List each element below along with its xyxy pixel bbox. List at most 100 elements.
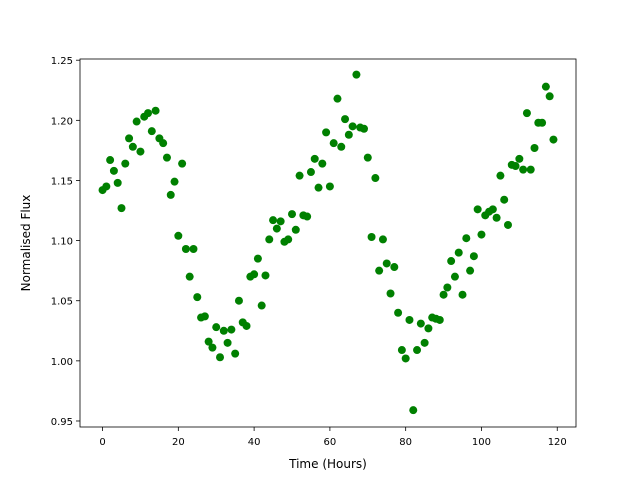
data-point — [530, 143, 539, 152]
data-point — [424, 324, 433, 333]
data-point — [291, 225, 300, 234]
y-axis-label: Normalised Flux — [19, 195, 33, 292]
data-point — [541, 82, 550, 91]
data-point — [121, 159, 130, 168]
data-point — [288, 210, 297, 219]
data-point — [439, 290, 448, 299]
data-point — [318, 159, 327, 168]
data-point — [314, 183, 323, 192]
data-point — [162, 153, 171, 162]
data-point — [352, 70, 361, 79]
x-tick-label: 0 — [99, 437, 105, 448]
x-tick-label: 80 — [399, 437, 412, 448]
data-point — [386, 289, 395, 298]
data-point — [170, 177, 179, 186]
data-point — [269, 216, 278, 225]
y-tick-label: 1.20 — [51, 116, 73, 127]
data-point — [223, 338, 232, 347]
x-tick-label: 40 — [248, 437, 261, 448]
data-point — [413, 346, 422, 355]
plot-frame — [79, 58, 577, 428]
data-point — [189, 245, 198, 254]
x-tick-label: 100 — [472, 437, 491, 448]
data-point — [329, 139, 338, 148]
data-point — [185, 272, 194, 281]
y-tick-label: 1.10 — [51, 237, 73, 248]
data-point — [454, 248, 463, 257]
data-point — [420, 338, 429, 347]
data-point — [200, 312, 209, 321]
y-tick-label: 1.00 — [51, 357, 73, 368]
data-point — [337, 142, 346, 151]
data-point — [375, 266, 384, 275]
data-point — [371, 174, 380, 183]
data-point — [231, 349, 240, 358]
x-tick-label: 60 — [324, 437, 337, 448]
data-point — [147, 127, 156, 136]
data-point — [378, 235, 387, 244]
y-tick-label: 1.05 — [51, 297, 73, 308]
data-point — [515, 154, 524, 163]
y-tick-label: 1.25 — [51, 56, 73, 67]
data-point — [306, 168, 315, 177]
data-point — [526, 165, 535, 174]
data-point — [443, 283, 452, 292]
data-point — [159, 139, 168, 148]
data-point — [261, 271, 270, 280]
data-point — [496, 171, 505, 180]
data-point — [469, 252, 478, 261]
data-point — [257, 301, 266, 310]
data-point — [322, 128, 331, 137]
data-point — [519, 165, 528, 174]
data-point — [113, 178, 122, 187]
data-point — [193, 293, 202, 302]
data-point — [132, 117, 141, 126]
data-point — [348, 122, 357, 131]
data-point — [303, 212, 312, 221]
data-point — [333, 94, 342, 103]
data-point — [106, 156, 115, 165]
data-point — [450, 272, 459, 281]
data-point — [401, 354, 410, 363]
data-point — [295, 171, 304, 180]
data-point — [151, 106, 160, 115]
data-point — [492, 213, 501, 222]
data-point — [212, 323, 221, 332]
data-point — [178, 159, 187, 168]
data-point — [382, 259, 391, 268]
data-point — [435, 315, 444, 324]
data-point — [117, 204, 126, 213]
x-tick-label: 120 — [548, 437, 567, 448]
data-point — [549, 135, 558, 144]
data-point — [125, 134, 134, 143]
data-point — [538, 118, 547, 127]
data-point — [466, 266, 475, 275]
data-point — [503, 220, 512, 229]
data-point — [144, 109, 153, 118]
data-point — [227, 325, 236, 334]
data-point — [458, 290, 467, 299]
data-point — [477, 230, 486, 239]
data-point — [242, 321, 251, 330]
data-point — [102, 182, 111, 191]
data-point — [447, 257, 456, 266]
data-point — [219, 326, 228, 335]
data-point — [488, 205, 497, 214]
data-point — [390, 263, 399, 272]
y-tick-label: 0.95 — [51, 417, 73, 428]
data-point — [284, 235, 293, 244]
data-point — [545, 92, 554, 101]
data-point — [181, 245, 190, 254]
data-point — [216, 353, 225, 362]
data-point — [136, 147, 145, 156]
data-point — [462, 234, 471, 243]
data-point — [166, 190, 175, 199]
data-point — [128, 142, 137, 151]
data-point — [204, 337, 213, 346]
data-point — [511, 162, 520, 171]
data-point — [500, 195, 509, 204]
y-tick-label: 1.15 — [51, 176, 73, 187]
data-point — [250, 270, 259, 279]
data-point — [473, 205, 482, 214]
